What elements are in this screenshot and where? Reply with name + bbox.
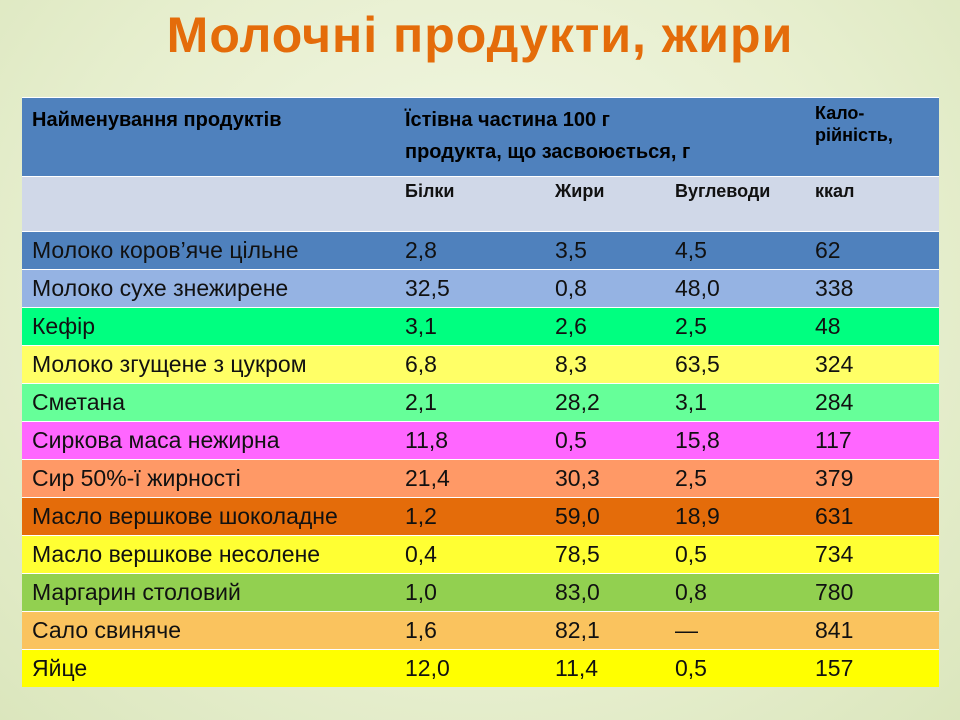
cell-fat: 3,5 — [545, 231, 665, 270]
table-row: Сиркова маса нежирна 11,8 0,5 15,8 117 — [22, 421, 940, 460]
cell-protein: 6,8 — [395, 345, 545, 384]
header-name: Найменування продуктів — [22, 97, 395, 177]
subheader-protein: Білки — [395, 176, 545, 232]
cell-fat: 82,1 — [545, 611, 665, 650]
table-row: Сало свиняче 1,6 82,1—841 — [22, 611, 940, 650]
cell-kcal: 117 — [805, 421, 940, 460]
cell-kcal: 324 — [805, 345, 940, 384]
cell-carbs: 0,8 — [665, 573, 806, 612]
cell-carbs: 63,5 — [665, 345, 806, 384]
header-cal-line1: Кало- — [815, 103, 865, 123]
table-header-row: Найменування продуктів Їстівна частина 1… — [22, 97, 940, 177]
cell-kcal: 379 — [805, 459, 940, 498]
cell-protein: 2,8 — [395, 231, 545, 270]
cell-kcal: 780 — [805, 573, 940, 612]
table-row: Молоко сухе знежирене 32,5 0,8 48,0 338 — [22, 269, 940, 308]
cell-protein: 1,0 — [395, 573, 545, 612]
header-calories: Кало- рійність, — [805, 97, 940, 177]
cell-name: Молоко сухе знежирене — [22, 269, 395, 308]
cell-fat: 28,2 — [545, 383, 665, 422]
cell-kcal: 157 — [805, 649, 940, 687]
header-edible-line2: продукта, що засвоюється, г — [405, 141, 691, 163]
subheader-fat: Жири — [545, 176, 665, 232]
cell-name: Сметана — [22, 383, 395, 422]
cell-name: Масло вершкове шоколадне — [22, 497, 395, 536]
cell-fat: 30,3 — [545, 459, 665, 498]
cell-carbs: 18,9 — [665, 497, 806, 536]
table-row: Молоко коров’яче цільне 2,8 3,5 4,5 62 — [22, 231, 940, 270]
cell-fat: 11,4 — [545, 649, 665, 687]
cell-protein: 3,1 — [395, 307, 545, 346]
table-row: Масло вершкове шоколадне 1,2 59,0 18,9 631 — [22, 497, 940, 536]
cell-fat: 8,3 — [545, 345, 665, 384]
table-row: Сметана 2,1 28,2 3,1 284 — [22, 383, 940, 422]
header-edible-part: Їстівна частина 100 г продукта, що засво… — [395, 97, 806, 177]
cell-carbs: 4,5 — [665, 231, 806, 270]
cell-protein: 1,6 — [395, 611, 545, 650]
table-row: Сир 50%-ї жирності 21,4 30,3 2,5 379 — [22, 459, 940, 498]
cell-kcal: 841 — [805, 611, 940, 650]
cell-kcal: 631 — [805, 497, 940, 536]
subheader-carbs: Вуглеводи — [665, 176, 806, 232]
cell-name: Маргарин столовий — [22, 573, 395, 612]
cell-kcal: 62 — [805, 231, 940, 270]
cell-fat: 83,0 — [545, 573, 665, 612]
cell-fat: 2,6 — [545, 307, 665, 346]
cell-carbs: 0,5 — [665, 649, 806, 687]
cell-carbs: 2,5 — [665, 307, 806, 346]
cell-protein: 0,4 — [395, 535, 545, 574]
cell-kcal: 734 — [805, 535, 940, 574]
cell-fat: 59,0 — [545, 497, 665, 536]
cell-name: Сиркова маса нежирна — [22, 421, 395, 460]
cell-protein: 21,4 — [395, 459, 545, 498]
nutrition-table: Найменування продуктів Їстівна частина 1… — [22, 97, 940, 687]
table-subheader-row: Білки Жири Вуглеводи ккал — [22, 176, 940, 232]
subheader-kcal: ккал — [805, 176, 940, 232]
cell-carbs: 3,1 — [665, 383, 806, 422]
header-edible-line1: Їстівна частина 100 г — [405, 109, 611, 131]
table-row: Яйце 12,0 11,4 0,5 157 — [22, 649, 940, 687]
cell-name: Сир 50%-ї жирності — [22, 459, 395, 498]
table-row: Маргарин столовий 1,0 83,0 0,8 780 — [22, 573, 940, 612]
table-row: Масло вершкове несолене 0,4 78,5 0,5 734 — [22, 535, 940, 574]
page-title: Молочні продукти, жири — [166, 7, 794, 63]
cell-fat: 0,8 — [545, 269, 665, 308]
cell-fat: 0,5 — [545, 421, 665, 460]
cell-name: Яйце — [22, 649, 395, 687]
cell-protein: 12,0 — [395, 649, 545, 687]
cell-kcal: 338 — [805, 269, 940, 308]
table-row: Молоко згущене з цукром 6,8 8,3 63,5 324 — [22, 345, 940, 384]
subheader-empty — [22, 176, 395, 232]
cell-name: Молоко згущене з цукром — [22, 345, 395, 384]
cell-kcal: 284 — [805, 383, 940, 422]
cell-protein: 1,2 — [395, 497, 545, 536]
cell-carbs: 2,5 — [665, 459, 806, 498]
cell-protein: 32,5 — [395, 269, 545, 308]
cell-carbs: 0,5 — [665, 535, 806, 574]
cell-name: Сало свиняче — [22, 611, 395, 650]
cell-name: Кефір — [22, 307, 395, 346]
cell-name: Молоко коров’яче цільне — [22, 231, 395, 270]
cell-protein: 2,1 — [395, 383, 545, 422]
cell-name: Масло вершкове несолене — [22, 535, 395, 574]
cell-protein: 11,8 — [395, 421, 545, 460]
cell-carbs: — — [665, 611, 806, 650]
cell-carbs: 48,0 — [665, 269, 806, 308]
cell-fat: 78,5 — [545, 535, 665, 574]
table-row: Кефір 3,1 2,6 2,5 48 — [22, 307, 940, 346]
header-cal-line2: рійність, — [815, 125, 893, 145]
cell-carbs: 15,8 — [665, 421, 806, 460]
cell-kcal: 48 — [805, 307, 940, 346]
